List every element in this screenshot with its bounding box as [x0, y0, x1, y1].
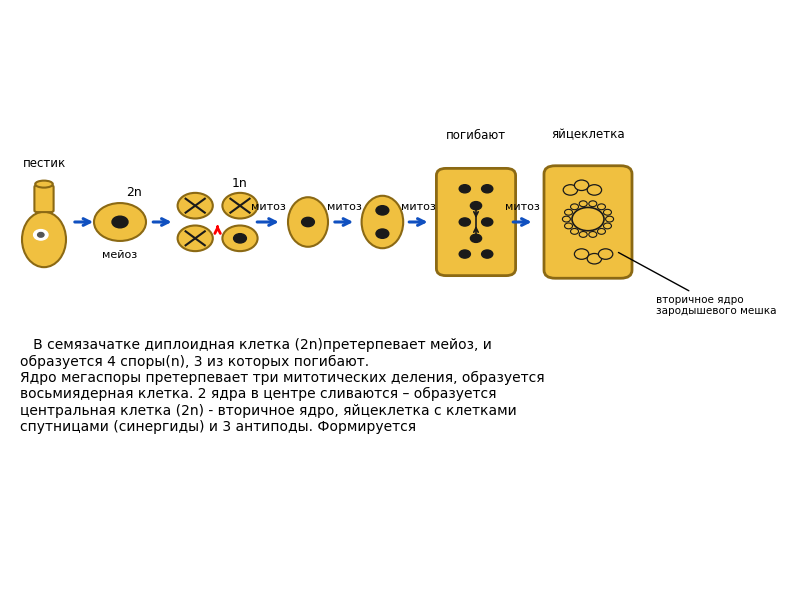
Text: Формирование яйцеклетки у покрытосеменных растений: Формирование яйцеклетки у покрытосеменны… [50, 56, 750, 76]
Ellipse shape [178, 226, 213, 251]
Circle shape [589, 201, 597, 206]
Text: митоз: митоз [505, 202, 540, 212]
Circle shape [112, 216, 128, 228]
Text: вторичное ядро
зародышевого мешка: вторичное ядро зародышевого мешка [618, 253, 777, 316]
Text: погибают: погибают [446, 129, 506, 142]
Circle shape [579, 201, 587, 206]
Circle shape [482, 218, 493, 226]
Ellipse shape [22, 212, 66, 267]
Text: митоз: митоз [250, 202, 286, 212]
FancyBboxPatch shape [34, 185, 54, 212]
Circle shape [572, 208, 604, 231]
Text: 1n: 1n [232, 177, 248, 190]
Circle shape [603, 209, 611, 215]
FancyBboxPatch shape [437, 169, 516, 275]
Ellipse shape [94, 203, 146, 241]
Text: яйцеклетка: яйцеклетка [551, 129, 625, 142]
Ellipse shape [288, 197, 328, 247]
Circle shape [603, 223, 611, 229]
Text: зрелый женский гаметофит- зародышевый мешок: зрелый женский гаметофит- зародышевый ме… [134, 557, 666, 575]
Ellipse shape [222, 226, 258, 251]
Circle shape [565, 209, 573, 215]
FancyBboxPatch shape [544, 166, 632, 278]
Circle shape [482, 250, 493, 258]
Circle shape [302, 217, 314, 227]
Text: мейоз: мейоз [102, 250, 138, 260]
Circle shape [589, 232, 597, 238]
Text: пестик: пестик [22, 157, 66, 170]
Circle shape [563, 185, 578, 195]
Circle shape [587, 185, 602, 195]
Circle shape [598, 229, 606, 235]
Circle shape [470, 234, 482, 242]
Circle shape [482, 185, 493, 193]
Circle shape [598, 249, 613, 259]
Text: 2n: 2n [126, 185, 142, 199]
Text: митоз: митоз [326, 202, 362, 212]
Circle shape [574, 180, 589, 191]
Circle shape [579, 232, 587, 238]
Circle shape [459, 218, 470, 226]
Ellipse shape [178, 193, 213, 218]
Ellipse shape [222, 193, 258, 218]
Circle shape [598, 204, 606, 209]
Circle shape [606, 216, 614, 222]
Circle shape [562, 216, 570, 222]
Circle shape [459, 185, 470, 193]
Circle shape [574, 249, 589, 259]
Circle shape [38, 232, 44, 237]
Circle shape [570, 204, 578, 209]
Circle shape [587, 253, 602, 264]
Text: митоз: митоз [401, 202, 436, 212]
Circle shape [376, 206, 389, 215]
Circle shape [376, 229, 389, 238]
Circle shape [565, 223, 573, 229]
Circle shape [234, 233, 246, 243]
Circle shape [459, 250, 470, 258]
Circle shape [470, 202, 482, 210]
Text: В семязачатке диплоидная клетка (2n)претерпевает мейоз, и
образуется 4 споры(n),: В семязачатке диплоидная клетка (2n)прет… [20, 338, 545, 434]
Ellipse shape [35, 181, 53, 188]
Circle shape [34, 230, 48, 240]
Ellipse shape [362, 196, 403, 248]
Circle shape [570, 229, 578, 235]
